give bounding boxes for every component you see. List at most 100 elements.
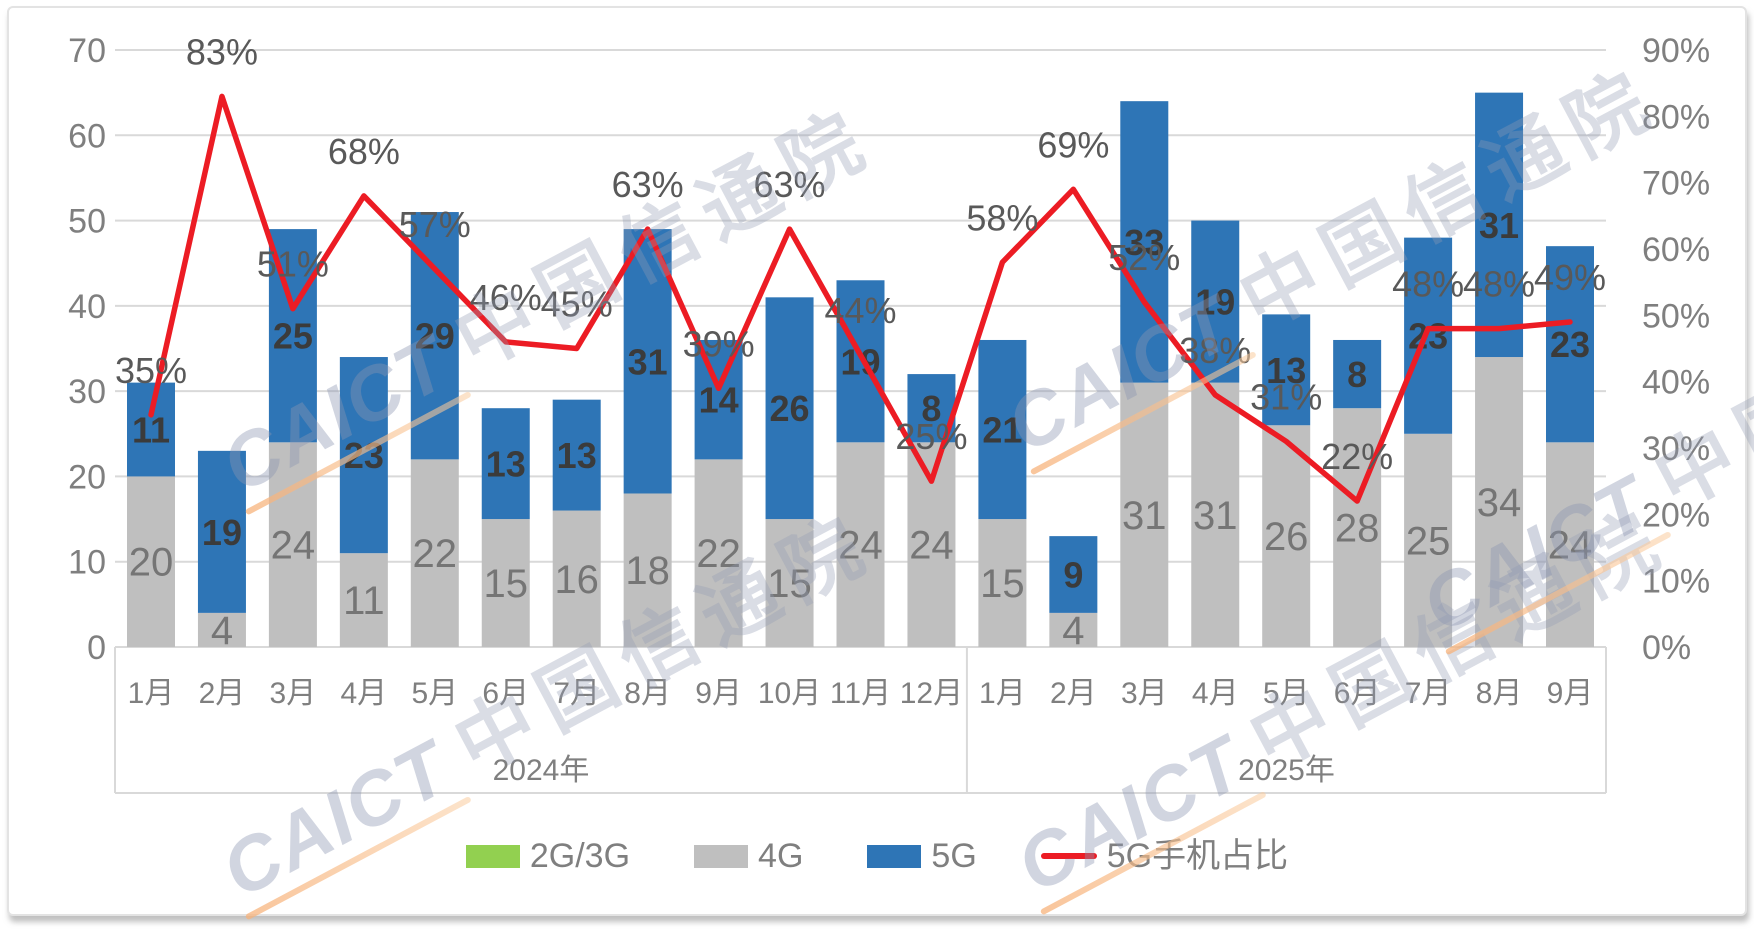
legend-line-icon — [1040, 853, 1097, 859]
bar-label-4g: 26 — [1264, 515, 1309, 559]
month-label: 4月 — [341, 677, 388, 710]
percent-label: 44% — [824, 290, 896, 331]
percent-label: 48% — [1392, 264, 1464, 305]
bar-segment-4G — [694, 459, 743, 647]
bar-label-4g: 24 — [909, 524, 954, 568]
bar-segment-4G — [765, 519, 814, 647]
bar-segment-5G — [127, 382, 175, 477]
legend-label-5g-share: 5G手机占比 — [1106, 837, 1289, 875]
percent-label: 58% — [966, 197, 1038, 238]
bar-label-4g: 15 — [767, 562, 812, 606]
percent-label: 63% — [612, 164, 684, 205]
bar-segment-4G — [268, 442, 317, 647]
percent-label: 31% — [1250, 376, 1322, 417]
bar-segment-5G — [481, 408, 530, 520]
month-label: 10月 — [758, 677, 821, 710]
month-label: 6月 — [482, 677, 529, 710]
month-label: 4月 — [1192, 677, 1239, 710]
bar-label-4g: 22 — [696, 532, 741, 576]
bar-segment-5G — [339, 357, 388, 554]
bar-label-5g: 13 — [557, 435, 597, 476]
legend-swatch-4g — [694, 844, 749, 868]
bar-segment-4G — [1120, 382, 1169, 647]
month-label: 9月 — [695, 677, 742, 710]
bar-label-5g: 23 — [1550, 324, 1590, 365]
bar-segment-4G — [1546, 442, 1594, 647]
percent-label: 49% — [1534, 257, 1606, 298]
legend-item-5g: 5G — [867, 837, 977, 875]
year-label: 2024年 — [493, 754, 590, 787]
bar-segment-4G — [1333, 408, 1382, 647]
bar-segment-4G — [978, 519, 1027, 647]
percent-label: 63% — [754, 164, 826, 205]
left-axis-tick: 50 — [68, 203, 106, 241]
percent-label: 35% — [115, 350, 187, 391]
bar-label-4g: 24 — [271, 524, 316, 568]
legend-swatch-5g — [867, 844, 922, 868]
bar-segment-4G — [552, 510, 601, 647]
percent-label: 83% — [186, 31, 258, 72]
percent-label: 57% — [399, 204, 471, 245]
month-label: 8月 — [1476, 677, 1523, 710]
right-axis-tick: 70% — [1642, 165, 1710, 203]
legend-swatch-2g3g — [465, 844, 520, 868]
year-label: 2025年 — [1238, 754, 1335, 787]
bar-segment-4G — [1049, 612, 1098, 647]
percent-label: 22% — [1321, 436, 1393, 477]
month-label: 7月 — [553, 677, 600, 710]
bar-segment-5G — [836, 280, 885, 443]
bar-label-5g: 31 — [628, 341, 668, 382]
bar-label-4g: 24 — [1548, 524, 1593, 568]
bar-label-4g: 31 — [1122, 494, 1167, 538]
bar-label-4g: 34 — [1477, 481, 1522, 525]
legend-label-5g: 5G — [931, 837, 977, 875]
left-axis-tick: 70 — [68, 32, 106, 70]
bar-label-5g: 21 — [982, 410, 1022, 451]
left-axis-tick: 60 — [68, 117, 106, 155]
bar-label-4g: 24 — [838, 524, 883, 568]
percent-label: 68% — [328, 131, 400, 172]
bar-segment-5G — [197, 450, 246, 613]
bar-label-5g: 13 — [1266, 350, 1306, 391]
bar-segment-5G — [623, 229, 672, 494]
bar-segment-4G — [127, 476, 175, 647]
bar-label-5g: 26 — [770, 388, 810, 429]
bar-segment-5G — [1120, 101, 1169, 383]
right-axis-tick: 30% — [1642, 430, 1710, 468]
right-axis-tick: 10% — [1642, 563, 1710, 601]
percent-label: 69% — [1037, 124, 1109, 165]
chart-legend: 2G/3G 4G 5G 5G手机占比 — [0, 832, 1754, 880]
bar-label-5g: 29 — [415, 316, 455, 357]
month-label: 3月 — [270, 677, 317, 710]
right-axis-tick: 60% — [1642, 231, 1710, 269]
bar-label-4g: 15 — [484, 562, 529, 606]
legend-label-4g: 4G — [758, 837, 804, 875]
bar-segment-4G — [1262, 425, 1311, 647]
bar-segment-4G — [481, 519, 530, 647]
bar-segment-5G — [1333, 339, 1382, 409]
bar-segment-5G — [1262, 314, 1311, 426]
right-axis-tick: 50% — [1642, 297, 1710, 335]
bar-label-5g: 31 — [1479, 205, 1519, 246]
bar-segment-4G — [836, 442, 885, 647]
bar-label-4g: 31 — [1193, 494, 1238, 538]
bar-label-5g: 33 — [1124, 222, 1164, 263]
bar-label-5g: 8 — [1347, 354, 1367, 395]
left-axis-tick: 20 — [68, 458, 106, 496]
left-axis-tick: 0 — [87, 629, 106, 667]
bar-segment-5G — [552, 399, 601, 511]
bar-label-4g: 22 — [413, 532, 458, 576]
bar-label-4g: 20 — [129, 541, 174, 585]
month-label: 12月 — [900, 677, 963, 710]
percent-label: 48% — [1463, 264, 1535, 305]
bar-label-4g: 25 — [1406, 519, 1451, 563]
bar-label-4g: 16 — [554, 558, 599, 602]
bar-segment-4G — [339, 553, 388, 647]
bar-segment-5G — [1049, 536, 1098, 613]
bar-segment-5G — [765, 297, 814, 520]
month-label: 2月 — [1050, 677, 1097, 710]
legend-label-2g3g: 2G/3G — [529, 837, 631, 875]
right-axis-tick: 0% — [1642, 629, 1691, 667]
bar-label-4g: 28 — [1335, 507, 1380, 551]
